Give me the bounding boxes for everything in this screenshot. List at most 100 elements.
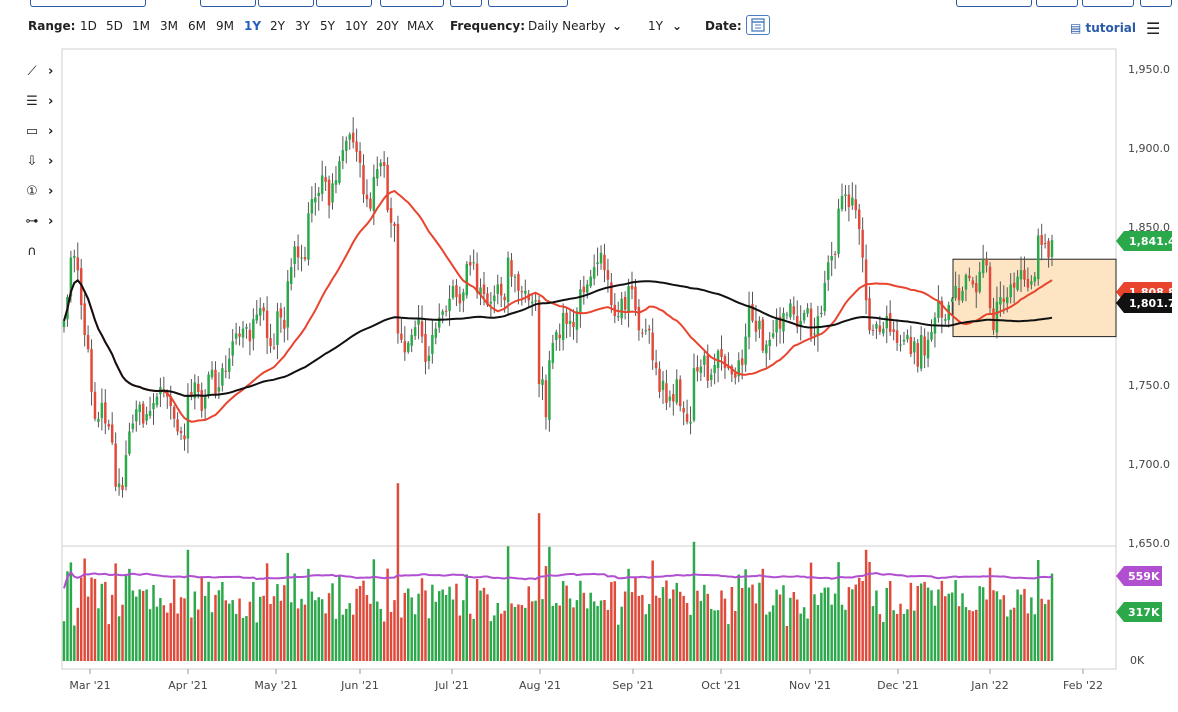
fibonacci-icon: ☰ — [26, 94, 38, 109]
volume-bar — [393, 600, 396, 661]
chevron-down-icon[interactable]: ⌄ — [612, 19, 623, 33]
volume-bar — [224, 600, 228, 661]
range-max[interactable]: MAX — [407, 19, 434, 33]
top-tab[interactable] — [30, 0, 146, 7]
candle-body — [1040, 235, 1043, 245]
chevron-down-icon[interactable]: ⌄ — [672, 19, 683, 33]
top-tab[interactable] — [450, 0, 482, 7]
candle-body — [637, 307, 641, 331]
tutorial-link[interactable]: ▤ tutorial — [1070, 21, 1137, 35]
volume-bar — [362, 580, 365, 661]
frequency-select[interactable]: Daily Nearby — [528, 19, 606, 33]
volume-bar — [589, 592, 592, 661]
volume-bar — [799, 613, 802, 661]
top-tab[interactable] — [488, 0, 568, 7]
range-3y[interactable]: 3Y — [295, 19, 310, 33]
range-10y[interactable]: 10Y — [345, 19, 368, 33]
candle-body — [138, 404, 141, 413]
top-tab[interactable] — [316, 0, 372, 7]
volume-bar — [303, 604, 307, 661]
volume-bar — [706, 593, 709, 661]
chevron-right-icon: › — [48, 214, 54, 229]
y-tick-label: 1,700.0 — [1128, 458, 1170, 471]
candle-body — [169, 396, 172, 407]
candle-body — [1019, 270, 1023, 280]
volume-bar — [630, 592, 634, 661]
top-tab[interactable] — [1036, 0, 1078, 7]
top-tab[interactable] — [956, 0, 1032, 7]
volume-bar — [300, 598, 303, 661]
volume-bar — [289, 602, 293, 661]
chevron-right-icon: › — [48, 154, 54, 169]
top-tab[interactable] — [258, 0, 314, 7]
candle-body — [1006, 297, 1009, 304]
candle-body — [224, 370, 228, 372]
range-20y[interactable]: 20Y — [376, 19, 399, 33]
candle-body — [400, 333, 403, 340]
candle-body — [76, 257, 80, 271]
volume-bar — [840, 604, 844, 661]
tool-arrow[interactable]: ⇩ › — [18, 154, 62, 178]
candle-body — [1002, 298, 1006, 302]
candle-body — [661, 380, 665, 390]
top-tab[interactable] — [380, 0, 444, 7]
candle-body — [183, 435, 186, 440]
tool-measure[interactable]: ⊶ › — [18, 214, 62, 238]
calendar-icon[interactable] — [746, 15, 770, 35]
top-tab[interactable] — [1082, 0, 1134, 7]
volume-bar — [1033, 614, 1037, 661]
candle-body — [930, 331, 933, 340]
candle-body — [403, 341, 407, 353]
range-1m[interactable]: 1M — [132, 19, 150, 33]
tool-trend-line[interactable]: ⟋ › — [18, 64, 62, 88]
top-tab[interactable] — [1140, 0, 1172, 7]
candle-body — [541, 379, 544, 385]
volume-bar — [190, 617, 193, 661]
candle-body — [768, 339, 771, 346]
tool-magnet[interactable]: ∩ — [18, 244, 62, 268]
top-tab[interactable] — [200, 0, 256, 7]
tool-fibonacci[interactable]: ☰ › — [18, 94, 62, 118]
volume-bar — [720, 590, 723, 661]
period-select[interactable]: 1Y — [648, 19, 663, 33]
volume-bar — [1050, 573, 1054, 661]
candle-body — [520, 291, 524, 293]
range-9m[interactable]: 9M — [216, 19, 234, 33]
candle-body — [899, 344, 902, 346]
volume-bar — [93, 578, 97, 661]
date-label: Date: — [705, 19, 742, 33]
x-tick-label: Apr '21 — [168, 679, 208, 692]
candle-body — [517, 274, 520, 291]
range-1y[interactable]: 1Y — [244, 19, 262, 33]
candle-body — [317, 192, 320, 197]
range-6m[interactable]: 6M — [188, 19, 206, 33]
range-3m[interactable]: 3M — [160, 19, 178, 33]
volume-bar — [107, 624, 110, 661]
volume-bar — [768, 611, 771, 661]
tool-number[interactable]: ① › — [18, 184, 62, 208]
volume-bar — [86, 596, 90, 661]
candle-body — [703, 355, 706, 365]
candle-body — [379, 162, 382, 167]
volume-bar — [806, 618, 809, 661]
candle-body — [813, 333, 816, 335]
volume-bar — [813, 594, 816, 661]
volume-bar — [579, 580, 582, 661]
volume-bar — [620, 606, 623, 661]
volume-bar — [988, 567, 992, 661]
range-5y[interactable]: 5Y — [320, 19, 335, 33]
volume-bar — [258, 596, 262, 661]
volume-bar — [885, 587, 888, 661]
candle-body — [565, 312, 568, 324]
hamburger-menu-icon[interactable]: ☰ — [1146, 19, 1161, 38]
tool-rectangle[interactable]: ▭ › — [18, 124, 62, 148]
range-5d[interactable]: 5D — [106, 19, 123, 33]
range-1d[interactable]: 1D — [80, 19, 97, 33]
candle-body — [248, 329, 252, 342]
volume-bar — [971, 611, 975, 661]
candle-body — [837, 208, 840, 254]
candle-body — [176, 419, 179, 432]
volume-bar — [789, 597, 792, 661]
range-2y[interactable]: 2Y — [270, 19, 285, 33]
